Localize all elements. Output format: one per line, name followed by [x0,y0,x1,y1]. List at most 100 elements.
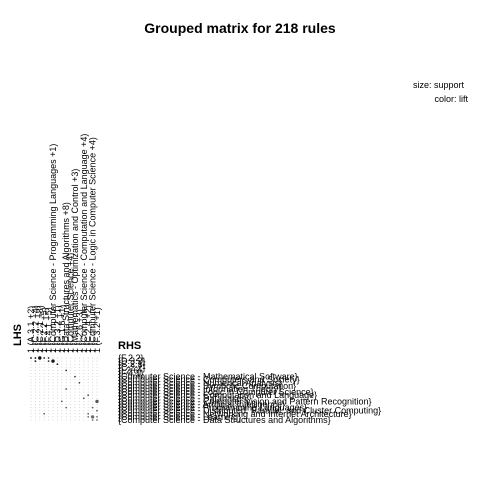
empty-cell [92,400,94,402]
empty-cell [30,391,32,393]
empty-cell [96,407,98,409]
rhs-label: {Computer Science - Information Theory} [118,384,281,394]
empty-cell [74,419,76,421]
empty-cell [83,419,85,421]
empty-cell [65,379,67,381]
empty-cell [61,366,63,368]
empty-cell [56,360,58,362]
empty-cell [83,379,85,381]
empty-cell [52,373,54,374]
empty-cell [87,407,89,409]
empty-cell [52,404,54,405]
empty-cell [61,360,63,362]
empty-cell [87,404,89,405]
empty-cell [48,391,50,393]
empty-cell [96,360,98,362]
empty-cell [39,369,41,371]
empty-cell [78,400,80,402]
rhs-label: {Computer Science - Logic in Computer Sc… [118,387,314,397]
empty-cell [39,376,41,378]
rule-point [47,357,50,359]
empty-cell [78,394,80,396]
empty-cell [39,382,41,384]
empty-cell [30,400,32,402]
empty-cell [56,376,58,378]
rhs-label: {F.2.2} [118,353,144,363]
empty-cell [96,379,98,381]
empty-cell [74,400,76,402]
empty-cell [96,357,98,359]
empty-cell [39,394,41,396]
empty-cell [30,385,32,387]
grid-dots-layer [30,357,98,421]
empty-cell [48,400,50,402]
rhs-label: {Computer Science - Computer Vision and … [118,396,371,406]
empty-cell [34,416,36,418]
rule-point [34,360,37,362]
empty-cell [56,369,58,371]
empty-cell [87,366,89,368]
rule-point [34,357,37,359]
empty-cell [70,366,72,368]
empty-cell [48,382,50,384]
empty-cell [61,363,63,365]
empty-cell [74,369,76,371]
empty-cell [65,397,67,399]
empty-cell [74,413,76,415]
empty-cell [30,404,32,405]
empty-cell [39,366,41,368]
empty-cell [43,360,45,362]
empty-cell [56,357,58,359]
empty-cell [48,397,50,399]
empty-cell [39,419,41,421]
empty-cell [78,416,80,418]
empty-cell [48,373,50,374]
rhs-label: {Computer Science - Symbolic Computation… [118,381,296,391]
empty-cell [83,394,85,396]
empty-cell [92,379,94,381]
empty-cell [52,357,54,359]
rule-point [65,406,68,409]
empty-cell [65,391,67,393]
empty-cell [61,382,63,384]
empty-cell [70,391,72,393]
rhs-label: {Computer Science - Computers and Societ… [118,375,300,385]
empty-cell [48,388,50,390]
lhs-label: 1 (Computer Science - Programming Langua… [48,144,58,353]
empty-cell [56,382,58,384]
empty-cell [39,360,41,362]
rhs-label: {Computer Science - Mathematical Softwar… [118,372,298,382]
rule-point [96,409,98,412]
empty-cell [30,413,32,415]
empty-cell [74,416,76,418]
empty-cell [48,416,50,418]
empty-cell [87,400,89,402]
empty-cell [34,400,36,402]
empty-cell [34,410,36,412]
empty-cell [34,373,36,374]
rhs-labels-layer: {F.2.2}{D.3.2}{C.2.1}{C.2.2}{I.2.6}{F.4.… [118,353,381,425]
empty-cell [78,413,80,415]
empty-cell [70,363,72,365]
empty-cell [70,388,72,390]
empty-cell [56,410,58,412]
empty-cell [87,391,89,393]
empty-cell [52,407,54,409]
empty-cell [61,373,63,374]
empty-cell [48,404,50,405]
rule-point [87,394,90,397]
rhs-label: {Computer Science - Artificial Intellige… [118,400,285,410]
empty-cell [61,388,63,390]
empty-cell [39,416,41,418]
empty-cell [74,394,76,396]
empty-cell [52,394,54,396]
rhs-label: {C.2.2} [118,362,146,372]
empty-cell [83,357,85,359]
rule-point [65,369,68,372]
lhs-axis-title: LHS [12,324,24,346]
rule-point [95,399,99,404]
empty-cell [92,413,94,415]
rule-point [78,381,81,384]
empty-cell [74,397,76,399]
empty-cell [61,385,63,387]
